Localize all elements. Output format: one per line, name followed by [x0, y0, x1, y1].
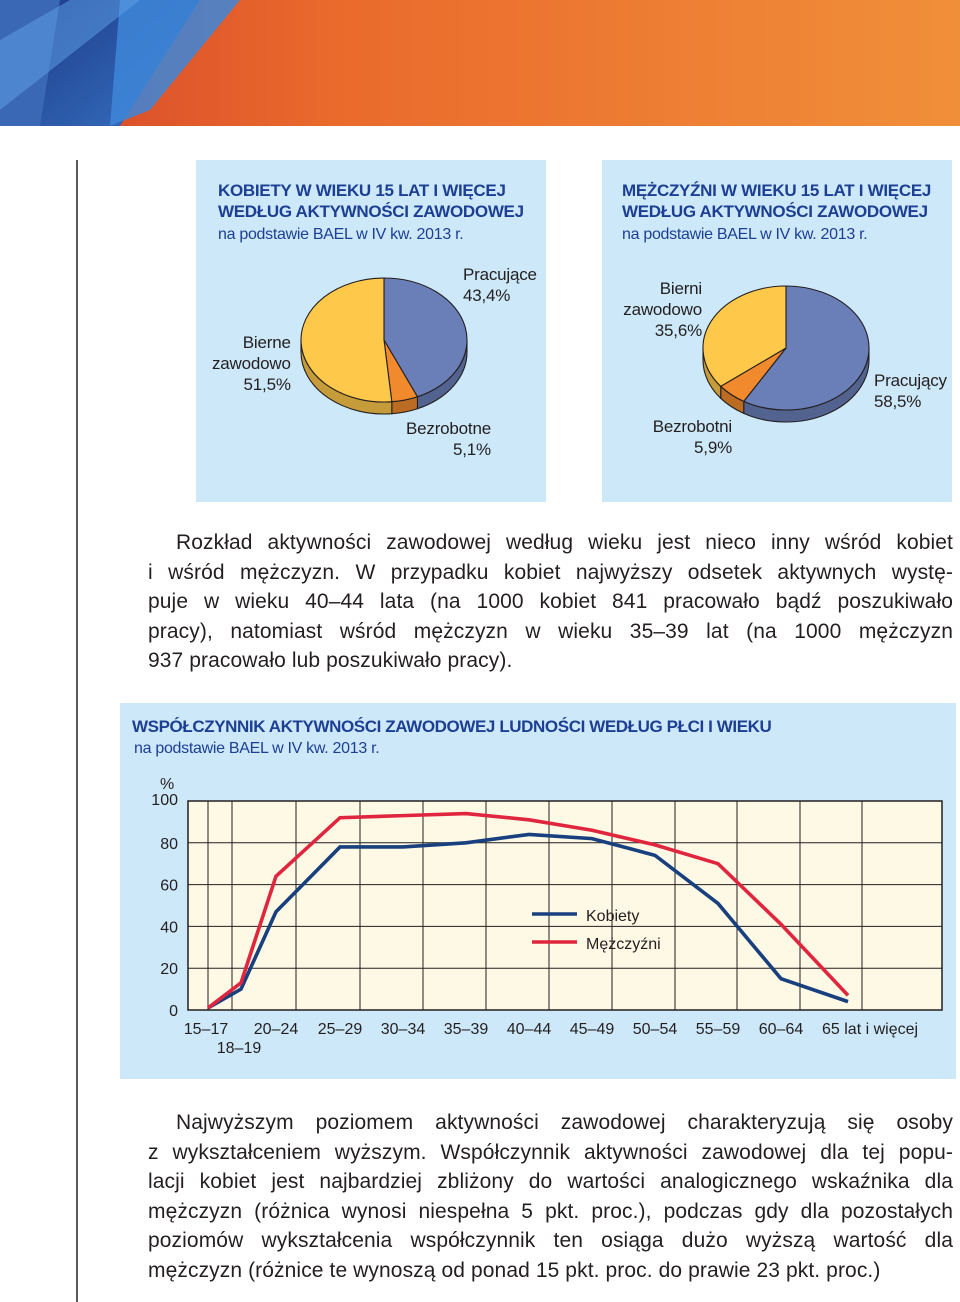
x-tick-label: 18–19 — [217, 1040, 262, 1057]
series-line-women — [207, 832, 849, 1010]
y-tick-label: 60 — [160, 878, 178, 895]
y-axis-unit: % — [160, 776, 174, 793]
paragraph-line: mężczyzn (różnice te wynoszą od ponad 15… — [148, 1258, 881, 1282]
paragraph-line: lacji kobiet jest najbardziej zbliżony d… — [148, 1170, 953, 1194]
women-working-label: Pracujące 43,4% — [463, 265, 537, 305]
men-pie-chart — [702, 285, 870, 423]
legend-label: Mężczyźni — [586, 936, 661, 953]
x-tick-label: 55–59 — [696, 1021, 741, 1038]
y-tick-label: 20 — [160, 961, 178, 978]
margin-rule — [76, 160, 78, 1302]
paragraph-line: puje w wieku 40–44 lata (na 1000 kobiet … — [148, 590, 953, 614]
line-chart-title: WSPÓŁCZYNNIK AKTYWNOŚCI ZAWODOWEJ LUDNOŚ… — [132, 717, 772, 736]
paragraph-line: 937 pracowało lub poszukiwało pracy). — [148, 649, 513, 673]
x-tick-label: 45–49 — [570, 1021, 615, 1038]
header-banner — [0, 0, 960, 126]
x-tick-label: 50–54 — [633, 1021, 678, 1038]
activity-rate-chart-panel: WSPÓŁCZYNNIK AKTYWNOŚCI ZAWODOWEJ LUDNOŚ… — [120, 703, 956, 1079]
men-unemployed-label: Bezrobotni 5,9% — [652, 417, 732, 457]
x-tick-label: 30–34 — [381, 1021, 426, 1038]
x-tick-label: 15–17 — [184, 1021, 229, 1038]
paragraph-line: z wykształceniem wyższym. Współczynnik a… — [148, 1140, 953, 1164]
paragraph-line: mężczyzn (różnica wynosi niespełna 5 pkt… — [148, 1199, 953, 1223]
y-tick-label: 0 — [169, 1003, 178, 1020]
x-tick-label: 25–29 — [318, 1021, 363, 1038]
paragraph-line: Najwyższym poziomem aktywności zawodowej… — [176, 1111, 953, 1134]
women-unemployed-label: Bezrobotne 5,1% — [406, 419, 491, 459]
y-tick-label: 80 — [160, 836, 178, 853]
women-pie-chart — [300, 277, 468, 415]
pie-slice-inactive-women — [300, 277, 393, 403]
men-working-label: Pracujący 58,5% — [874, 371, 947, 411]
women-pie-subtitle: na podstawie BAEL w IV kw. 2013 r. — [218, 226, 464, 243]
pie-slice-inactive-men — [702, 285, 787, 387]
pie-slice-working-women — [383, 277, 468, 398]
x-tick-label: 65 lat i więcej — [822, 1021, 918, 1038]
x-tick-label: 40–44 — [507, 1021, 552, 1038]
line-chart-subtitle: na podstawie BAEL w IV kw. 2013 r. — [134, 740, 380, 757]
men-pie-subtitle: na podstawie BAEL w IV kw. 2013 r. — [622, 226, 868, 243]
pie-slice-working-men — [743, 285, 870, 411]
men-pie-panel: MĘŻCZYŹNI W WIEKU 15 LAT I WIĘCEJ WEDŁUG… — [602, 160, 952, 502]
x-tick-label: 35–39 — [444, 1021, 489, 1038]
body-paragraph-1: Rozkład aktywności zawodowej według wiek… — [148, 528, 953, 676]
paragraph-line: Rozkład aktywności zawodowej według wiek… — [176, 531, 953, 554]
activity-rate-line-chart: % 0 20 40 60 80 100 15–17 18–19 20–24 25–29 30–34 35… — [151, 776, 943, 1057]
men-pie-title: MĘŻCZYŹNI W WIEKU 15 LAT I WIĘCEJ WEDŁUG… — [622, 181, 932, 221]
y-tick-label: 100 — [151, 792, 178, 809]
men-inactive-label: Bierni zawodowo 35,6% — [623, 279, 702, 340]
women-pie-panel: KOBIETY W WIEKU 15 LAT I WIĘCEJ WEDŁUG A… — [196, 160, 546, 502]
paragraph-line: i wśród mężczyzn. W przypadku kobiet naj… — [148, 560, 953, 584]
x-tick-label: 20–24 — [254, 1021, 299, 1038]
legend-label: Kobiety — [586, 908, 639, 925]
women-pie-title: KOBIETY W WIEKU 15 LAT I WIĘCEJ WEDŁUG A… — [218, 181, 524, 221]
paragraph-line: pracy), natomiast wśród mężczyzn w wieku… — [148, 619, 953, 643]
women-inactive-label: Bierne zawodowo 51,5% — [212, 333, 291, 394]
paragraph-line: poziomów wykształcenia współczynnik ten … — [148, 1229, 953, 1253]
plot-area — [187, 800, 943, 1011]
series-line-men — [206, 811, 850, 1010]
body-paragraph-2: Najwyższym poziomem aktywności zawodowej… — [148, 1108, 953, 1286]
y-tick-label: 40 — [160, 919, 178, 936]
x-tick-label: 60–64 — [759, 1021, 804, 1038]
